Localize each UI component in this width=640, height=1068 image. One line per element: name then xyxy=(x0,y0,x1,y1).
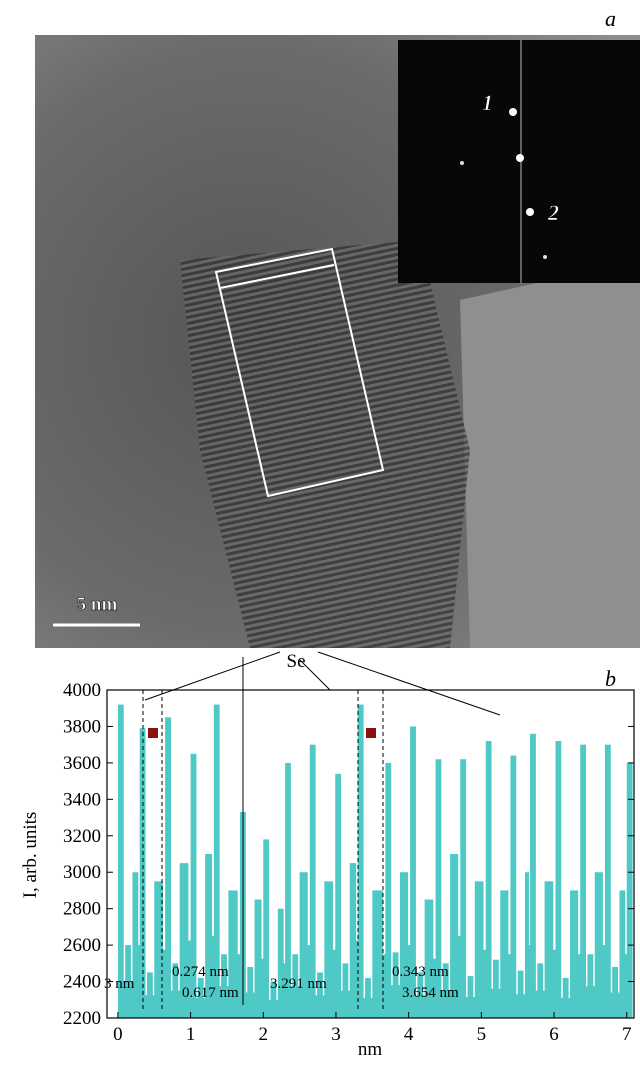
annotation: 0.343 nm xyxy=(392,964,449,980)
y-tick-label: 2600 xyxy=(63,935,101,956)
bar xyxy=(537,963,543,1018)
y-axis-label: I, arb. units xyxy=(20,812,41,899)
scale-bar-label: 5 nm xyxy=(77,594,118,615)
bar xyxy=(612,967,618,1018)
bar xyxy=(147,972,153,1018)
bar xyxy=(385,763,391,1018)
x-axis-label: nm xyxy=(358,1039,383,1060)
annotation: 3 nm xyxy=(104,976,135,992)
y-tick-label: 3600 xyxy=(63,753,101,774)
x-tick-label: 6 xyxy=(549,1024,559,1045)
bar xyxy=(493,960,499,1018)
bar xyxy=(335,774,341,1018)
x-tick-label: 4 xyxy=(404,1024,414,1045)
annotation: 3.654 nm xyxy=(402,985,459,1001)
fft-spot xyxy=(516,154,524,162)
panel-label: a xyxy=(605,6,616,31)
pointer xyxy=(145,652,280,700)
bar xyxy=(350,863,356,1018)
bar xyxy=(595,872,603,1018)
bar xyxy=(500,890,508,1018)
pointer xyxy=(318,652,500,715)
bar xyxy=(358,705,364,1018)
y-tick-label: 3800 xyxy=(63,716,101,737)
marker xyxy=(148,728,158,738)
bar xyxy=(563,978,569,1018)
bar xyxy=(247,967,253,1018)
x-tick-label: 3 xyxy=(331,1024,341,1045)
bar xyxy=(530,734,536,1018)
bar xyxy=(118,705,124,1018)
y-tick-label: 4000 xyxy=(63,680,101,701)
bar xyxy=(605,745,611,1018)
panel-label: b xyxy=(605,666,616,691)
bar xyxy=(263,839,269,1018)
bar xyxy=(555,741,561,1018)
bar xyxy=(580,745,586,1018)
figure: a 1 2 5 nm b nm I, arb. units Se 0.274 nm… xyxy=(0,0,640,1063)
bar xyxy=(545,881,554,1018)
annotation: Se xyxy=(287,651,306,672)
bar xyxy=(468,976,474,1018)
fft-spot xyxy=(509,108,517,116)
bar xyxy=(393,952,399,1018)
fft-label: 1 xyxy=(482,90,493,115)
fft-spot xyxy=(460,161,464,165)
y-tick-label: 2800 xyxy=(63,899,101,920)
fft-label: 2 xyxy=(547,200,559,225)
fft-spot xyxy=(526,208,534,216)
y-tick-label: 2200 xyxy=(63,1008,101,1029)
y-tick-label: 3000 xyxy=(63,862,101,883)
bar xyxy=(525,872,529,1018)
x-tick-label: 2 xyxy=(259,1024,269,1045)
vacuum-region xyxy=(460,260,640,648)
bar xyxy=(619,890,625,1018)
bar xyxy=(518,971,524,1018)
annotation: 0.274 nm xyxy=(172,964,229,980)
bar xyxy=(627,763,633,1018)
y-tick-label: 2400 xyxy=(63,972,101,993)
bar xyxy=(132,872,138,1018)
bar xyxy=(278,909,284,1018)
bar xyxy=(587,954,593,1018)
bar xyxy=(486,741,492,1018)
bar xyxy=(460,759,466,1018)
x-tick-label: 7 xyxy=(622,1024,632,1045)
bar xyxy=(255,900,262,1018)
bar xyxy=(300,872,308,1018)
bar xyxy=(372,890,382,1018)
bar xyxy=(324,881,333,1018)
y-tick-label: 3400 xyxy=(63,789,101,810)
bar xyxy=(570,890,578,1018)
x-tick-label: 5 xyxy=(477,1024,487,1045)
bar xyxy=(343,963,349,1018)
bar xyxy=(165,717,171,1018)
x-tick-label: 1 xyxy=(186,1024,196,1045)
x-tick-label: 0 xyxy=(113,1024,123,1045)
bar xyxy=(365,978,371,1018)
fft-spot xyxy=(543,255,547,259)
marker xyxy=(366,728,376,738)
y-tick-label: 3200 xyxy=(63,826,101,847)
annotation: 3.291 nm xyxy=(270,976,327,992)
bar xyxy=(475,881,484,1018)
bar xyxy=(510,756,516,1018)
annotation: 0.617 nm xyxy=(182,985,239,1001)
